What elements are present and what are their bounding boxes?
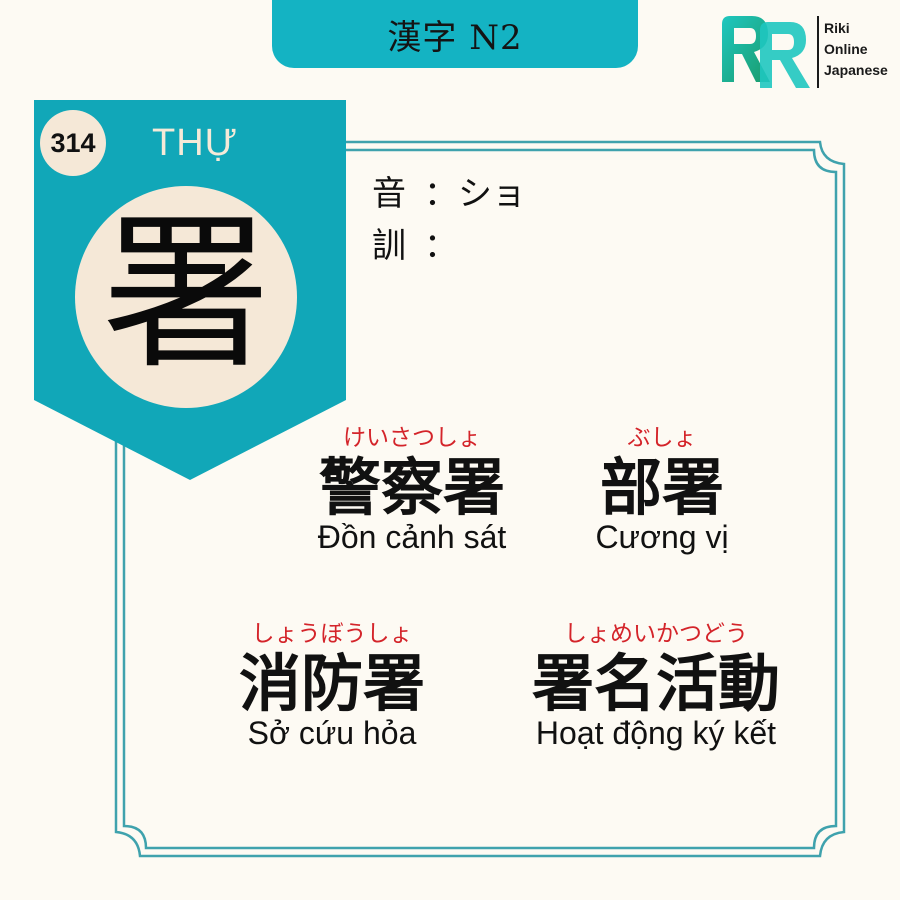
on-label: 音: [372, 174, 406, 214]
readings: 音 ： ショ 訓 ：: [372, 168, 526, 272]
vocab-furigana: けいさつしょ: [343, 425, 481, 451]
vocab-word: 部署: [599, 451, 724, 524]
kun-reading-row: 訓 ：: [372, 220, 526, 272]
logo-line: Japanese: [824, 62, 888, 78]
logo-line: Riki: [824, 20, 850, 36]
logo-divider: [817, 16, 819, 88]
vocab-word: 消防署: [238, 647, 425, 720]
han-viet-reading: THỰ: [152, 122, 239, 164]
vocab-meaning: Cương vị: [595, 519, 729, 555]
vocab-item: ぶしょ 部署 Cương vị: [572, 424, 752, 556]
kanji-number: 314: [50, 127, 96, 158]
on-reading: ショ: [458, 174, 526, 214]
vocab-furigana: しょうぼうしょ: [251, 621, 413, 647]
kun-separator: ：: [424, 226, 458, 266]
kanji-number-badge: 314: [40, 110, 106, 176]
main-kanji: 署: [102, 196, 270, 392]
vocab-meaning: Hoạt động ký kết: [535, 715, 777, 751]
vocab-furigana: しょめいかつどう: [564, 621, 748, 647]
level-tab: 漢字 N2: [272, 0, 638, 68]
vocab-item: しょうぼうしょ 消防署 Sở cứu hỏa: [212, 620, 452, 752]
vocab-item: けいさつしょ 警察署 Đồn cảnh sát: [292, 424, 532, 556]
main-kanji-circle: 署: [75, 186, 297, 408]
vocab-item: しょめいかつどう 署名活動 Hoạt động ký kết: [506, 620, 806, 752]
riki-logo: Riki Online Japanese: [720, 12, 890, 92]
logo-line: Online: [824, 41, 868, 57]
vocab-meaning: Sở cứu hỏa: [247, 715, 417, 751]
vocab-word: 署名活動: [531, 647, 780, 720]
vocab-furigana: ぶしょ: [627, 425, 697, 451]
riki-logo-mark-icon: [722, 16, 810, 88]
kun-label: 訓: [372, 226, 406, 266]
on-reading-row: 音 ： ショ: [372, 168, 526, 220]
vocab-word: 警察署: [318, 451, 505, 524]
logo-text: Riki Online Japanese: [824, 18, 888, 81]
on-separator: ：: [424, 174, 458, 214]
level-label: 漢字 N2: [387, 17, 523, 58]
vocab-meaning: Đồn cảnh sát: [317, 519, 507, 555]
